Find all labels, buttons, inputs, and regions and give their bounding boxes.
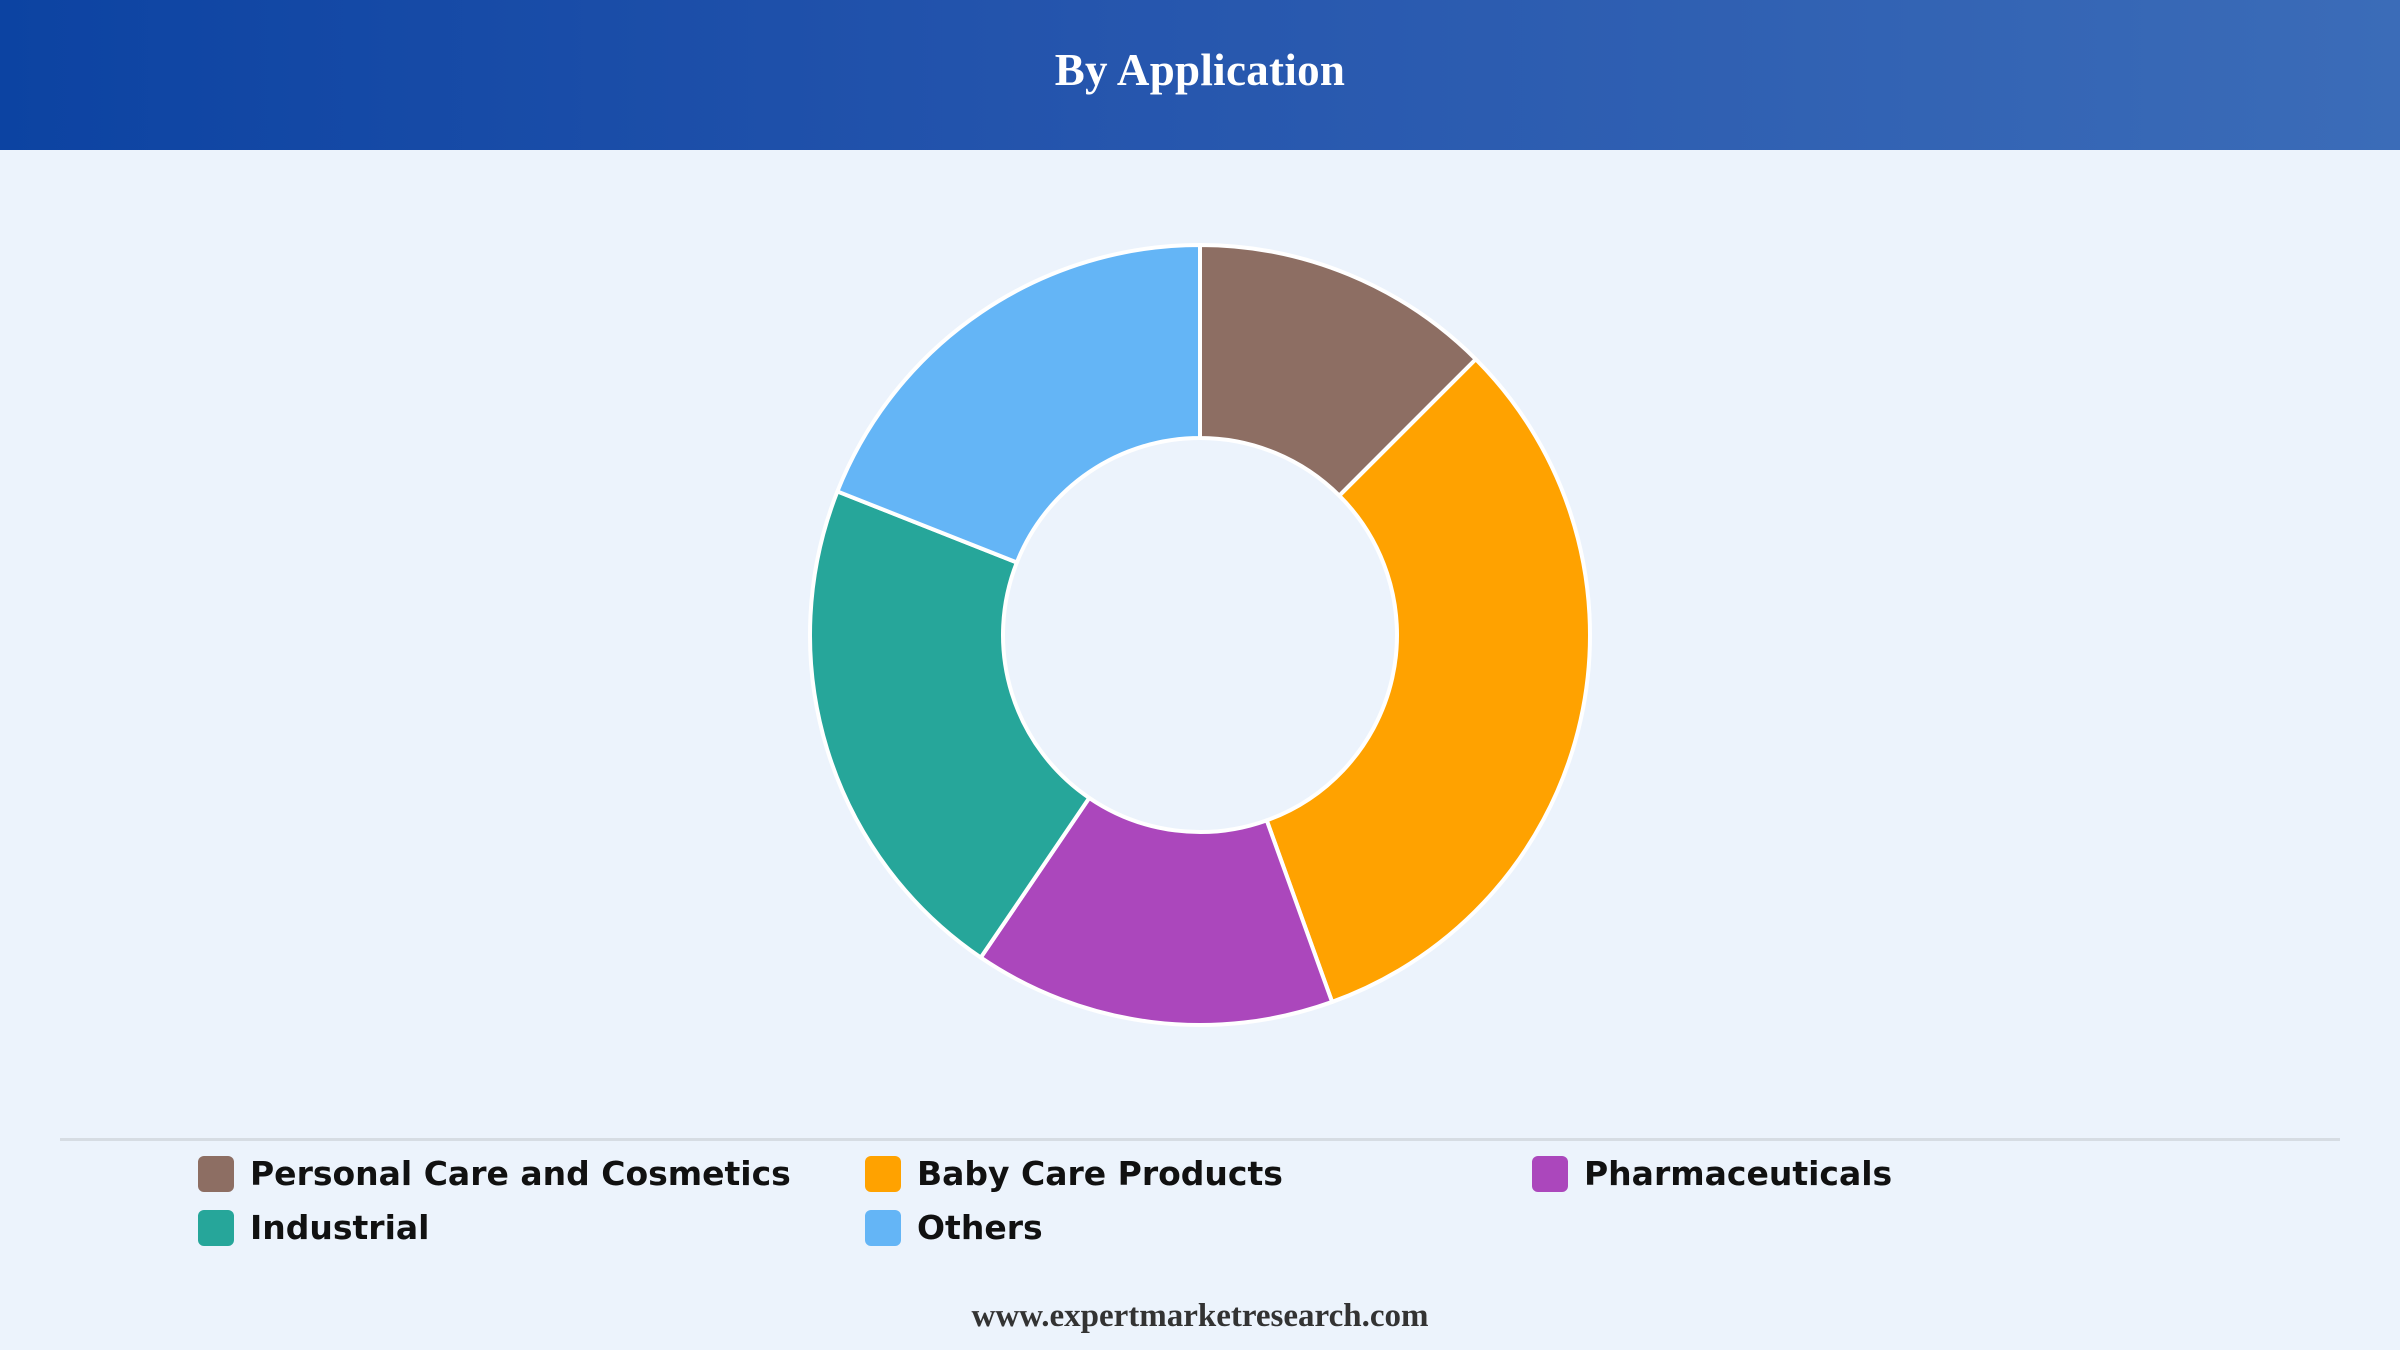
slice-others[interactable] (835, 243, 1202, 565)
legend-item-personal-care[interactable]: Personal Care and Cosmetics (198, 1153, 865, 1194)
legend-item-pharmaceuticals[interactable]: Pharmaceuticals (1532, 1153, 2199, 1194)
chart-area (0, 150, 2400, 1130)
legend-divider (60, 1138, 2340, 1141)
legend: Personal Care and Cosmetics Baby Care Pr… (198, 1153, 2198, 1248)
slice-personal-care-and-cosmetics[interactable] (1198, 243, 1478, 498)
legend-item-baby-care[interactable]: Baby Care Products (865, 1153, 1532, 1194)
source-footer: www.expertmarketresearch.com (971, 1298, 1429, 1334)
header-banner: By Application (0, 0, 2400, 150)
donut-chart (808, 243, 1592, 1027)
legend-label: Others (917, 1208, 1043, 1247)
slice-baby-care-products[interactable] (1264, 357, 1592, 1004)
legend-swatch (865, 1209, 901, 1246)
legend-item-industrial[interactable]: Industrial (198, 1207, 865, 1248)
legend-label: Pharmaceuticals (1584, 1154, 1893, 1193)
chart-title: By Application (1054, 45, 1346, 95)
legend-swatch (865, 1155, 901, 1192)
legend-label: Personal Care and Cosmetics (250, 1154, 791, 1193)
donut-slices (808, 243, 1592, 1027)
legend-label: Industrial (250, 1208, 430, 1247)
slice-pharmaceuticals[interactable] (978, 795, 1335, 1027)
legend-swatch (198, 1209, 234, 1246)
legend-label: Baby Care Products (917, 1154, 1283, 1193)
legend-swatch (1532, 1155, 1568, 1192)
slice-industrial[interactable] (808, 489, 1092, 960)
legend-item-others[interactable]: Others (865, 1207, 1532, 1248)
legend-swatch (198, 1155, 234, 1192)
